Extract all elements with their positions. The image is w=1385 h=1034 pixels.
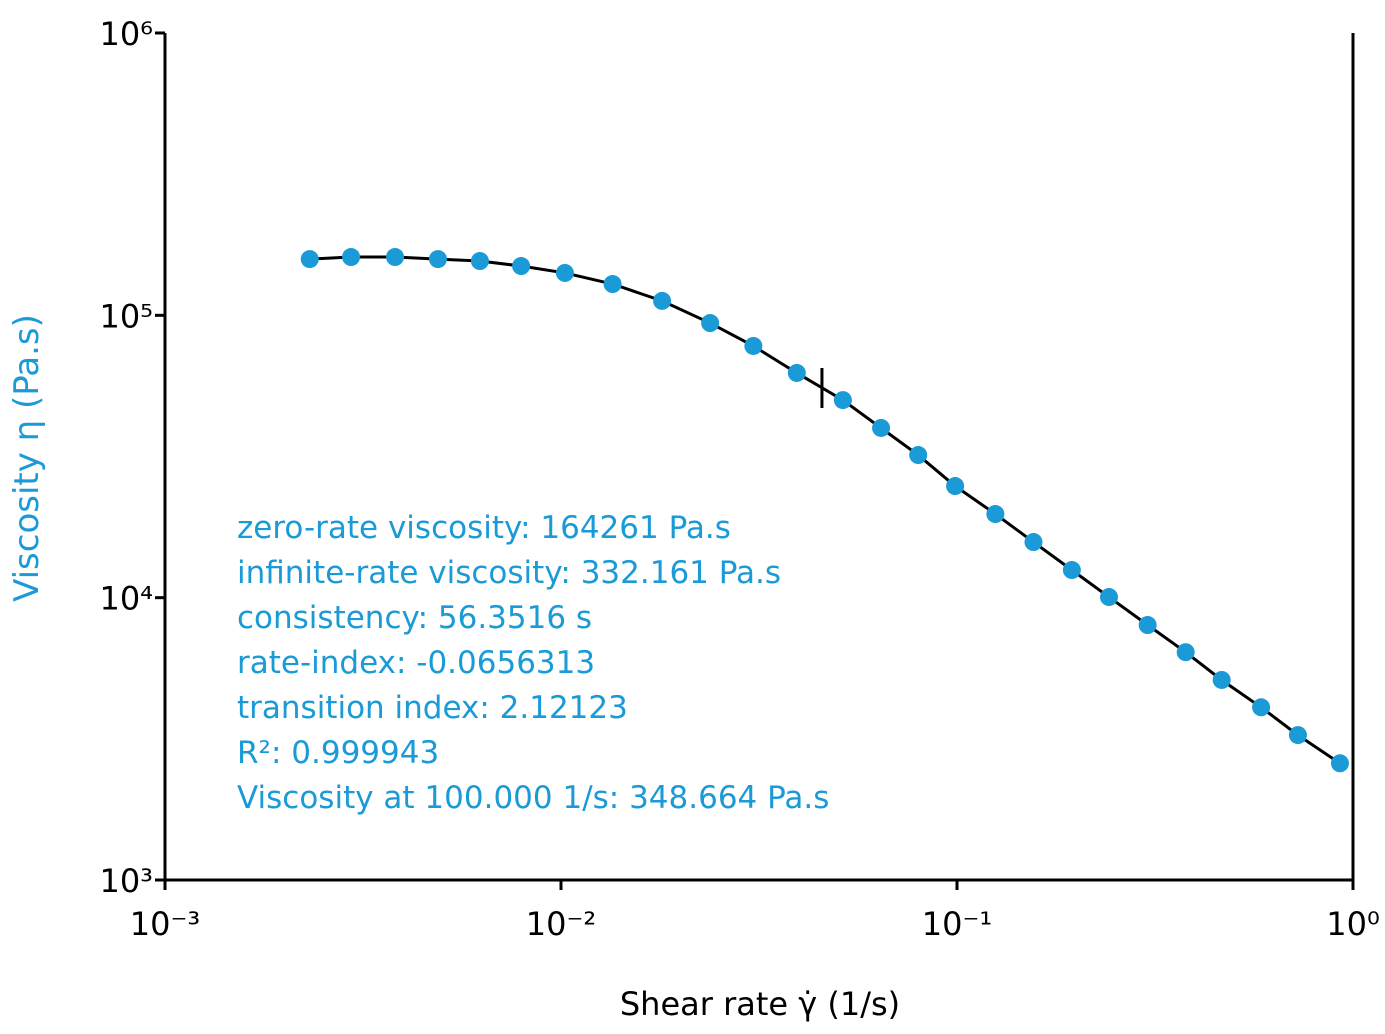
data-point (470, 252, 489, 271)
y-tick-label: 10⁵ (99, 297, 153, 335)
y-tick-label: 10⁴ (99, 580, 153, 618)
y-axis-label: Viscosity η (Pa.s) (7, 314, 47, 602)
x-axis-label: Shear rate γ̇ (1/s) (620, 985, 900, 1023)
data-point (1138, 616, 1157, 635)
data-point (603, 275, 622, 294)
y-tick-label: 10⁶ (99, 15, 153, 53)
x-tick-label: 10⁻² (526, 905, 596, 943)
data-point (1062, 561, 1081, 580)
data-point (872, 418, 891, 437)
data-point (986, 505, 1005, 524)
annotation: zero-rate viscosity: 164261 Pa.s (237, 510, 731, 546)
annotation: transition index: 2.12123 (237, 690, 628, 726)
data-point (386, 248, 405, 267)
data-point (1099, 588, 1118, 607)
data-point (1176, 643, 1195, 662)
data-point (946, 477, 965, 496)
data-point (1212, 670, 1231, 689)
data-point (555, 263, 574, 282)
data-point (787, 363, 806, 382)
annotation: R²: 0.999943 (237, 735, 439, 771)
data-point (428, 250, 447, 269)
data-point (1024, 533, 1043, 552)
annotation: rate-index: -0.0656313 (237, 645, 595, 681)
annotation: Viscosity at 100.000 1/s: 348.664 Pa.s (237, 780, 829, 816)
x-tick-label: 10⁻³ (130, 905, 200, 943)
data-point (512, 257, 531, 276)
data-point (833, 391, 852, 410)
annotation: infinite-rate viscosity: 332.161 Pa.s (237, 555, 781, 591)
data-point (701, 314, 720, 333)
data-point (653, 291, 672, 310)
annotation: consistency: 56.3516 s (237, 600, 592, 636)
x-tick-label: 10⁻¹ (922, 905, 992, 943)
data-point (909, 446, 928, 465)
data-point (342, 248, 361, 267)
data-point (744, 336, 763, 355)
data-point (1252, 698, 1271, 717)
y-tick-label: 10³ (99, 862, 153, 900)
data-point (1330, 754, 1349, 773)
data-point (1288, 726, 1307, 745)
x-tick-label: 10⁰ (1326, 905, 1380, 943)
data-point (300, 250, 319, 269)
